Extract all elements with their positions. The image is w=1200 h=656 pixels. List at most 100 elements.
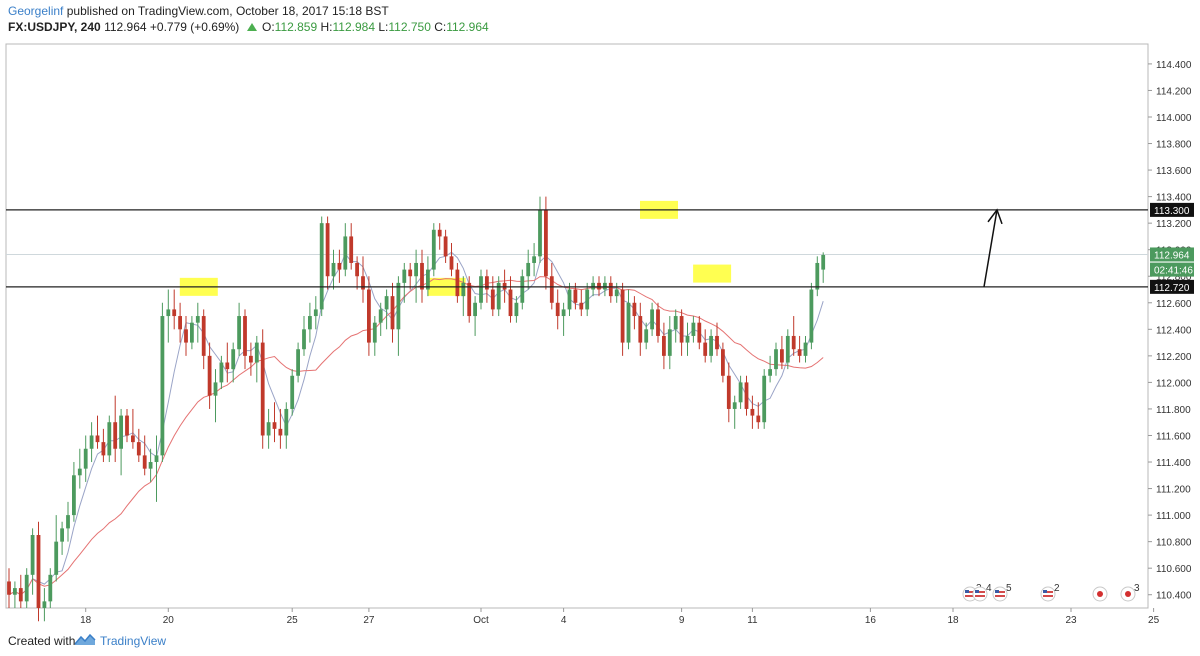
candle-body [260,342,265,436]
candle-body [620,289,625,343]
candle-body [780,349,784,363]
us-flag-icon [1040,586,1056,602]
us-flag-stripe [975,591,985,593]
candle-body [331,262,336,277]
candle-body [656,309,660,336]
candle-body [408,269,413,277]
candle-body [685,335,690,343]
candle-body [473,302,477,317]
candle-body [349,236,354,263]
candle-body [390,296,395,330]
candle-body [502,282,507,290]
y-tick-label: 114.000 [1156,113,1192,124]
projection-arrowhead-icon [987,208,1003,225]
last-price: 112.964 [104,20,147,34]
highlight-box [693,264,732,283]
candle-body [815,262,820,290]
candle-body [207,355,212,396]
x-tick-label: 25 [1148,615,1160,626]
candle-body [461,282,466,297]
ohlc-close-value: 112.964 [446,20,489,34]
candle-body [496,282,501,310]
us-flag-stripe [1043,591,1053,593]
us-flag-stripe [965,591,975,593]
candle-body [750,408,755,416]
price-tag [1150,279,1194,294]
x-tick-label: 18 [947,615,959,626]
candle-body [738,382,743,403]
tradingview-logo-icon[interactable] [74,633,96,652]
x-tick-label: 27 [363,615,375,626]
candle-body [95,435,100,443]
candle-body [372,322,377,343]
candle-body [172,309,177,317]
candle-body [726,375,731,409]
chart-area[interactable]: 110.400 110.600 110.800 111.000 111.200 111.4… [0,36,1200,630]
candle-body [30,535,35,575]
candle-body [756,415,761,423]
tradingview-brand-link[interactable]: TradingView [100,634,167,648]
candle-body [520,276,525,303]
candle-body [355,262,359,277]
candle-body [467,282,472,317]
price-chart[interactable]: 110.400 110.600 110.800 111.000 111.200 111.4… [0,36,1200,630]
candle-body [809,289,814,343]
candle-body [266,422,271,436]
candle-body [190,322,194,343]
candle-body [296,349,300,376]
candle-body [721,349,725,376]
candle-body [131,435,135,443]
x-tick-label: 9 [679,615,685,626]
jp-flag-disc [1125,591,1131,597]
candle-body [508,289,513,317]
candle-body [195,316,200,323]
x-tick-label: 23 [1065,615,1077,626]
candle-body [768,369,772,376]
candle-body [597,282,601,290]
published-text: published on TradingView.com, October 18… [66,4,389,18]
price-tag [1150,202,1194,217]
ohlc-high-label: H: [320,20,333,34]
price-tag [1150,262,1194,277]
candle-body [325,223,330,277]
y-tick-label: 110.600 [1156,564,1192,575]
y-tick-label: 112.800 [1156,272,1192,283]
candle-body [762,375,767,423]
candle-body [343,236,348,270]
candle-body [142,455,147,469]
y-tick-label: 111.800 [1156,405,1191,416]
us-flag-canton [965,590,969,593]
y-tick-label: 110.400 [1156,591,1192,602]
symbol-label: FX:USDJPY, 240 [8,20,101,34]
x-tick-label: 16 [865,615,877,626]
candle-body [626,302,631,343]
us-flag-stripe [975,595,985,597]
candle-body [243,316,247,356]
author-link[interactable]: Georgelinf [8,4,64,18]
candle-body [77,468,82,476]
y-tick-label: 112.000 [1156,378,1192,389]
candle-body [24,574,29,602]
ohlc-close-label: C: [434,20,447,34]
price-tag-label: 02:41:46 [1154,266,1193,277]
candle-body [638,316,643,343]
candle-body [313,309,318,317]
candle-body [538,209,542,257]
candle-body [650,309,654,330]
price-tag-label: 113.300 [1154,206,1190,217]
us-flag-stripe [995,595,1005,597]
candle-body [603,282,607,290]
candle-body [278,428,283,436]
candle-body [679,316,684,343]
candle-body [437,229,442,237]
candle-body [396,282,401,330]
candle-body [136,442,141,456]
candle-body [290,375,295,409]
y-tick-label: 112.400 [1156,325,1192,336]
candle-body [60,528,64,542]
candle-body [485,276,489,290]
ohlc-open-label: O: [262,20,275,34]
change-up-arrow-icon [246,23,257,31]
candle-body [201,316,206,356]
event-count-label: 5 [1006,583,1012,594]
